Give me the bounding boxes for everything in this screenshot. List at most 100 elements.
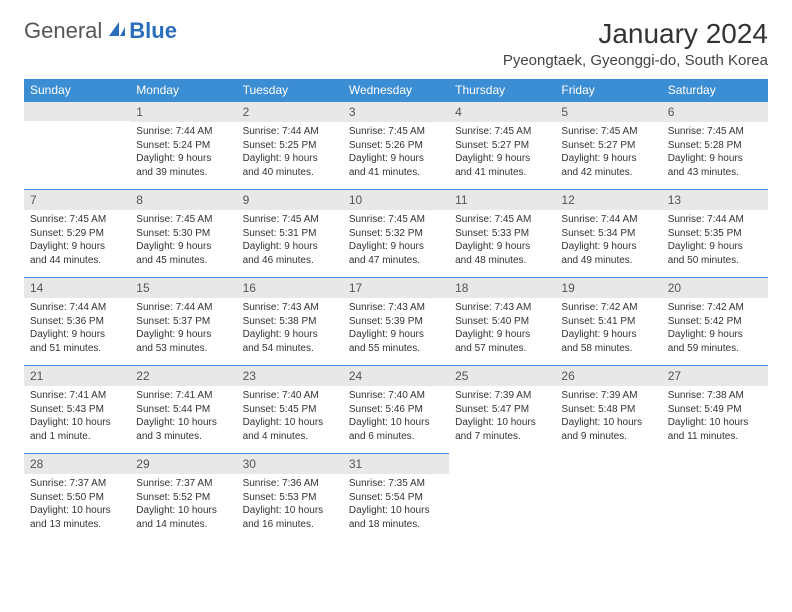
daylight-line: Daylight: 10 hours and 3 minutes. [136,416,230,443]
calendar-cell: 9Sunrise: 7:45 AMSunset: 5:31 PMDaylight… [237,189,343,277]
day-number: 3 [343,101,449,122]
day-number: 31 [343,453,449,474]
sunset-line: Sunset: 5:50 PM [30,491,124,505]
daylight-line: Daylight: 9 hours and 50 minutes. [668,240,762,267]
day-content: Sunrise: 7:40 AMSunset: 5:45 PMDaylight:… [237,386,343,447]
sunset-line: Sunset: 5:40 PM [455,315,549,329]
sunrise-line: Sunrise: 7:40 AM [243,389,337,403]
day-number: 15 [130,277,236,298]
daylight-line: Daylight: 10 hours and 18 minutes. [349,504,443,531]
weekday-header: Thursday [449,79,555,101]
day-number: 24 [343,365,449,386]
calendar-cell: 5Sunrise: 7:45 AMSunset: 5:27 PMDaylight… [555,101,661,189]
day-content: Sunrise: 7:43 AMSunset: 5:40 PMDaylight:… [449,298,555,359]
calendar-cell: 20Sunrise: 7:42 AMSunset: 5:42 PMDayligh… [662,277,768,365]
sunset-line: Sunset: 5:39 PM [349,315,443,329]
sunrise-line: Sunrise: 7:43 AM [349,301,443,315]
sunset-line: Sunset: 5:27 PM [561,139,655,153]
day-number: 18 [449,277,555,298]
sunrise-line: Sunrise: 7:45 AM [561,125,655,139]
daylight-line: Daylight: 10 hours and 11 minutes. [668,416,762,443]
weekday-header: Wednesday [343,79,449,101]
day-number: 4 [449,101,555,122]
daylight-line: Daylight: 10 hours and 9 minutes. [561,416,655,443]
sunset-line: Sunset: 5:31 PM [243,227,337,241]
weekday-header: Tuesday [237,79,343,101]
sunset-line: Sunset: 5:29 PM [30,227,124,241]
day-content: Sunrise: 7:40 AMSunset: 5:46 PMDaylight:… [343,386,449,447]
daylight-line: Daylight: 9 hours and 53 minutes. [136,328,230,355]
daylight-line: Daylight: 9 hours and 54 minutes. [243,328,337,355]
calendar-cell: 10Sunrise: 7:45 AMSunset: 5:32 PMDayligh… [343,189,449,277]
day-content: Sunrise: 7:42 AMSunset: 5:42 PMDaylight:… [662,298,768,359]
calendar-cell: 8Sunrise: 7:45 AMSunset: 5:30 PMDaylight… [130,189,236,277]
calendar-row: 1Sunrise: 7:44 AMSunset: 5:24 PMDaylight… [24,101,768,189]
daylight-line: Daylight: 9 hours and 46 minutes. [243,240,337,267]
day-number: 7 [24,189,130,210]
calendar-cell: 14Sunrise: 7:44 AMSunset: 5:36 PMDayligh… [24,277,130,365]
day-content: Sunrise: 7:43 AMSunset: 5:38 PMDaylight:… [237,298,343,359]
calendar-cell: 1Sunrise: 7:44 AMSunset: 5:24 PMDaylight… [130,101,236,189]
calendar-cell: 22Sunrise: 7:41 AMSunset: 5:44 PMDayligh… [130,365,236,453]
sunset-line: Sunset: 5:42 PM [668,315,762,329]
sunset-line: Sunset: 5:26 PM [349,139,443,153]
day-number: 30 [237,453,343,474]
daylight-line: Daylight: 9 hours and 59 minutes. [668,328,762,355]
daylight-line: Daylight: 9 hours and 39 minutes. [136,152,230,179]
day-number: 11 [449,189,555,210]
sunrise-line: Sunrise: 7:45 AM [668,125,762,139]
calendar-row: 21Sunrise: 7:41 AMSunset: 5:43 PMDayligh… [24,365,768,453]
calendar-cell: 3Sunrise: 7:45 AMSunset: 5:26 PMDaylight… [343,101,449,189]
daylight-line: Daylight: 9 hours and 51 minutes. [30,328,124,355]
calendar-cell: 12Sunrise: 7:44 AMSunset: 5:34 PMDayligh… [555,189,661,277]
day-content: Sunrise: 7:44 AMSunset: 5:25 PMDaylight:… [237,122,343,183]
sunrise-line: Sunrise: 7:37 AM [30,477,124,491]
calendar-cell: 31Sunrise: 7:35 AMSunset: 5:54 PMDayligh… [343,453,449,541]
daylight-line: Daylight: 9 hours and 40 minutes. [243,152,337,179]
weekday-header: Friday [555,79,661,101]
sunset-line: Sunset: 5:44 PM [136,403,230,417]
sunset-line: Sunset: 5:54 PM [349,491,443,505]
calendar-row: 14Sunrise: 7:44 AMSunset: 5:36 PMDayligh… [24,277,768,365]
sunrise-line: Sunrise: 7:45 AM [30,213,124,227]
day-number: 19 [555,277,661,298]
sunset-line: Sunset: 5:30 PM [136,227,230,241]
sunset-line: Sunset: 5:28 PM [668,139,762,153]
day-number: 14 [24,277,130,298]
day-number: 27 [662,365,768,386]
header: General Blue January 2024 Pyeongtaek, Gy… [24,18,768,69]
weekday-header: Sunday [24,79,130,101]
calendar-table: Sunday Monday Tuesday Wednesday Thursday… [24,79,768,541]
sunset-line: Sunset: 5:36 PM [30,315,124,329]
sunrise-line: Sunrise: 7:45 AM [455,125,549,139]
sunset-line: Sunset: 5:37 PM [136,315,230,329]
day-content: Sunrise: 7:44 AMSunset: 5:24 PMDaylight:… [130,122,236,183]
day-content: Sunrise: 7:45 AMSunset: 5:33 PMDaylight:… [449,210,555,271]
sunrise-line: Sunrise: 7:41 AM [136,389,230,403]
day-content: Sunrise: 7:41 AMSunset: 5:44 PMDaylight:… [130,386,236,447]
calendar-row: 28Sunrise: 7:37 AMSunset: 5:50 PMDayligh… [24,453,768,541]
calendar-cell: 15 Sunrise: 7:44 AMSunset: 5:37 PMDayligh… [130,277,236,365]
day-content: Sunrise: 7:45 AMSunset: 5:28 PMDaylight:… [662,122,768,183]
logo-text-general: General [24,18,102,44]
day-content: Sunrise: 7:41 AMSunset: 5:43 PMDaylight:… [24,386,130,447]
daylight-line: Daylight: 9 hours and 57 minutes. [455,328,549,355]
day-content: Sunrise: 7:44 AMSunset: 5:35 PMDaylight:… [662,210,768,271]
day-content: Sunrise: 7:36 AMSunset: 5:53 PMDaylight:… [237,474,343,535]
calendar-cell: 26Sunrise: 7:39 AMSunset: 5:48 PMDayligh… [555,365,661,453]
sunset-line: Sunset: 5:32 PM [349,227,443,241]
sunset-line: Sunset: 5:49 PM [668,403,762,417]
daylight-line: Daylight: 9 hours and 55 minutes. [349,328,443,355]
sunrise-line: Sunrise: 7:45 AM [349,213,443,227]
day-number: 20 [662,277,768,298]
sunset-line: Sunset: 5:45 PM [243,403,337,417]
calendar-cell: 17Sunrise: 7:43 AMSunset: 5:39 PMDayligh… [343,277,449,365]
daylight-line: Daylight: 9 hours and 43 minutes. [668,152,762,179]
sunrise-line: Sunrise: 7:44 AM [136,301,230,315]
sunset-line: Sunset: 5:46 PM [349,403,443,417]
weekday-header: Saturday [662,79,768,101]
daylight-line: Daylight: 9 hours and 42 minutes. [561,152,655,179]
day-number: 6 [662,101,768,122]
calendar-cell [449,453,555,541]
day-content: Sunrise: 7:42 AMSunset: 5:41 PMDaylight:… [555,298,661,359]
